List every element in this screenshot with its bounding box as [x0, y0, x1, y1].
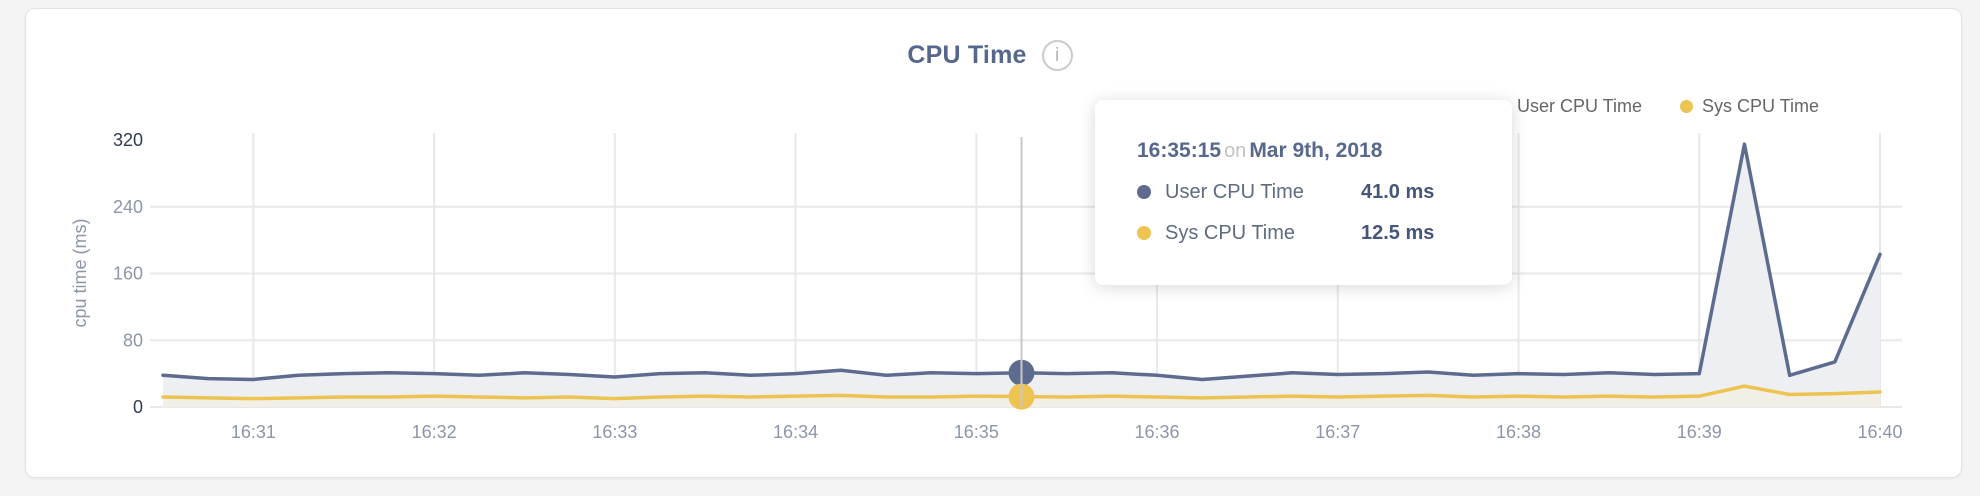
chart-title: CPU Time [907, 41, 1027, 69]
tooltip-timestamp: 16:35:15 on Mar 9th, 2018 [1137, 136, 1512, 166]
x-tick-label: 16:35 [954, 422, 999, 442]
tooltip-row-user-value: 41.0 ms [1361, 180, 1435, 203]
y-tick-label: 160 [113, 264, 143, 284]
y-tick-label: 240 [113, 197, 143, 217]
x-tick-label: 16:33 [592, 422, 637, 442]
x-tick-label: 16:38 [1496, 422, 1541, 442]
info-icon[interactable]: i [1041, 40, 1073, 71]
x-axis-labels: 16:31 16:32 16:33 16:34 16:35 16:36 16:37 16:38… [231, 422, 1903, 442]
chart-tooltip: 16:35:15 on Mar 9th, 2018 User CPU Time 41… [1095, 100, 1512, 285]
sys-series-dot-icon [1137, 226, 1151, 240]
x-tick-label: 16:34 [773, 422, 818, 442]
tooltip-row-user-label: User CPU Time [1165, 180, 1304, 203]
tooltip-on-word: on [1224, 140, 1247, 162]
x-tick-label: 16:39 [1677, 422, 1722, 442]
x-tick-label: 16:32 [412, 422, 457, 442]
legend: User CPU Time Sys CPU Time [1495, 96, 1819, 117]
sys-series-dot-icon [1680, 100, 1694, 113]
y-tick-label: 80 [123, 330, 143, 350]
x-tick-label: 16:40 [1857, 422, 1902, 442]
tooltip-row-sys-label: Sys CPU Time [1165, 221, 1296, 244]
legend-label-user: User CPU Time [1517, 96, 1643, 116]
tooltip-row-sys-value: 12.5 ms [1361, 221, 1435, 244]
legend-label-sys: Sys CPU Time [1702, 96, 1820, 116]
chart-header: CPU Time i [0, 40, 1980, 71]
tooltip-time: 16:35:15 [1137, 139, 1222, 162]
user-cpu-area-fill [163, 144, 1880, 407]
x-tick-label: 16:36 [1135, 422, 1180, 442]
user-series-dot-icon [1137, 185, 1151, 199]
x-tick-label: 16:37 [1315, 422, 1360, 442]
tooltip-row-user: User CPU Time 41.0 ms [1137, 177, 1512, 207]
tooltip-date: Mar 9th, 2018 [1249, 139, 1383, 162]
x-gridlines [252, 133, 1881, 407]
y-axis-title: cpu time (ms) [70, 218, 90, 327]
legend-item-sys-cpu-time[interactable]: Sys CPU Time [1680, 96, 1819, 117]
y-tick-label: 320 [113, 130, 143, 150]
tooltip-row-sys: Sys CPU Time 12.5 ms [1137, 218, 1512, 248]
x-tick-label: 16:31 [231, 422, 276, 442]
y-tick-label: 0 [133, 397, 143, 417]
y-axis-labels: 0 80 160 240 320 [113, 130, 143, 417]
